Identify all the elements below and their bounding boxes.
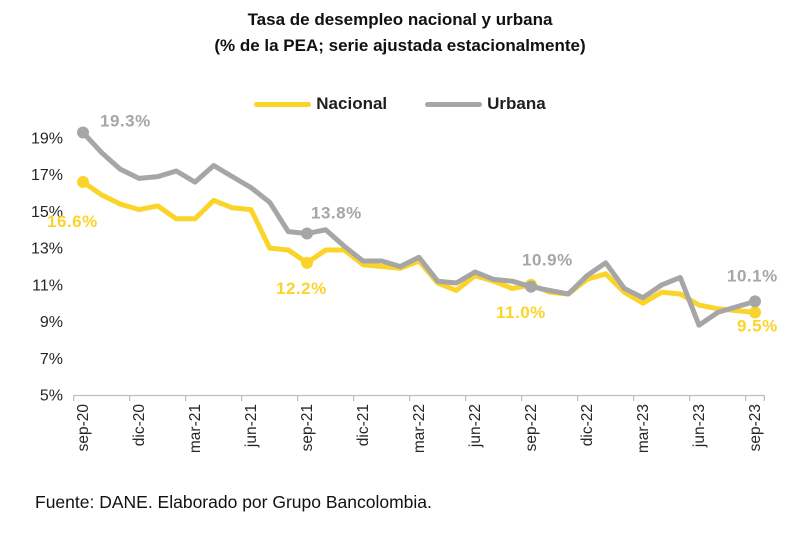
series-marker-urbana [301, 227, 314, 240]
chart-title-line2: (% de la PEA; serie ajustada estacionalm… [214, 36, 586, 55]
nacional-line-swatch [254, 101, 312, 107]
series-marker-urbana [749, 295, 762, 308]
data-label-nacional: 16.6% [47, 212, 98, 231]
urbana-line-swatch [425, 101, 483, 107]
legend-label-nacional: Nacional [316, 94, 388, 113]
series-marker-nacional [301, 256, 314, 269]
y-axis-tick-label: 7% [40, 351, 63, 368]
y-axis-tick-label: 5% [40, 388, 63, 405]
data-label-urbana: 19.3% [100, 111, 151, 130]
y-axis-tick-label: 11% [32, 277, 63, 294]
series-marker-urbana [525, 280, 538, 293]
series-marker-nacional [77, 176, 89, 189]
x-axis-tick-label: sep-20 [75, 404, 92, 452]
x-axis-tick-label: sep-23 [747, 404, 764, 451]
x-axis-tick-label: mar-21 [187, 404, 204, 453]
x-axis-tick-label: jun-22 [467, 404, 484, 448]
x-axis-tick-label: mar-23 [635, 404, 652, 453]
legend-item-urbana: Urbana [425, 94, 546, 114]
series-line-urbana [80, 130, 758, 328]
series-marker-urbana [77, 126, 89, 139]
x-axis-tick-label: mar-22 [411, 404, 428, 453]
data-label-urbana: 10.9% [522, 251, 573, 270]
x-axis-tick-label: dic-20 [131, 404, 148, 447]
data-label-nacional: 9.5% [737, 316, 778, 335]
x-axis-tick-label: dic-21 [355, 404, 372, 446]
line-chart: 5% 7% 9% 11% 13% 15% 17% 19% sep-20 dic-20 mar-21 j… [31, 111, 778, 453]
y-axis-tick-label: 19% [31, 131, 63, 148]
y-axis-tick-label: 13% [31, 241, 63, 258]
x-axis-tick-label: sep-21 [299, 404, 316, 451]
legend-item-nacional: Nacional [254, 94, 387, 114]
source-note: Fuente: DANE. Elaborado por Grupo Bancol… [35, 492, 432, 512]
x-axis-tick-label: sep-22 [523, 404, 540, 451]
chart-title: Tasa de desempleo nacional y urbana (% d… [0, 7, 800, 59]
x-axis-tick-label: jun-23 [691, 404, 708, 448]
x-axis-tick-label: jun-21 [243, 404, 260, 448]
legend: Nacional Urbana [0, 94, 800, 114]
data-label-nacional: 11.0% [496, 303, 546, 322]
data-label-urbana: 10.1% [727, 266, 778, 285]
x-axis-tick-label: dic-22 [579, 404, 596, 446]
data-label-urbana: 13.8% [311, 203, 362, 222]
chart-canvas: 5% 7% 9% 11% 13% 15% 17% 19% sep-20 dic-20 mar-21 j… [31, 111, 778, 453]
legend-label-urbana: Urbana [487, 94, 546, 113]
series-marker-nacional [749, 306, 762, 319]
y-axis-tick-label: 15% [31, 204, 63, 221]
y-axis-tick-label: 9% [40, 314, 63, 331]
y-axis-tick-label: 17% [31, 167, 63, 184]
data-label-nacional: 12.2% [276, 279, 327, 298]
chart-title-line1: Tasa de desempleo nacional y urbana [247, 10, 553, 29]
